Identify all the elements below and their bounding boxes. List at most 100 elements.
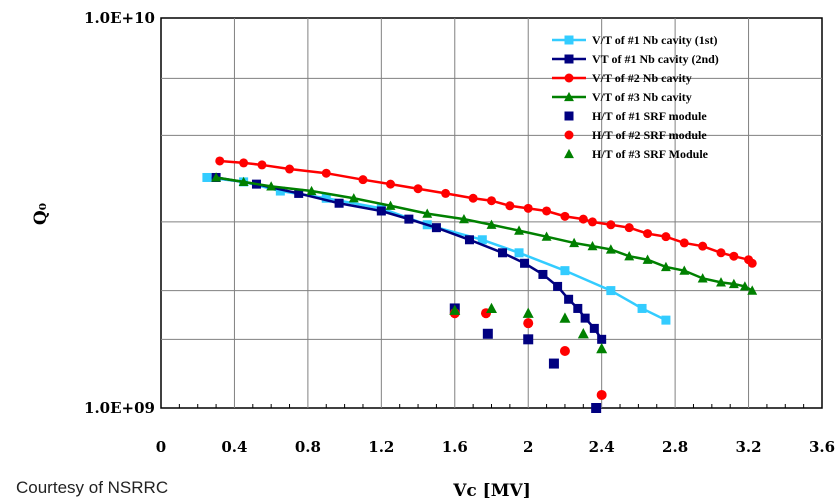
x-tick-label: 3.2 xyxy=(736,438,762,456)
data-point-square xyxy=(376,206,386,216)
data-point-circle xyxy=(523,203,533,213)
data-point-circle xyxy=(321,168,331,178)
data-point-triangle xyxy=(596,342,608,354)
data-point-square xyxy=(637,303,647,313)
y-tick-label: 1.0E+09 xyxy=(84,399,155,417)
data-point-circle xyxy=(239,158,249,168)
legend-label: H/T of #3 SRF Module xyxy=(592,147,709,161)
x-tick-label: 2 xyxy=(523,438,533,456)
x-tick-label: 0.8 xyxy=(295,438,321,456)
series-4 xyxy=(211,172,758,295)
data-point-circle xyxy=(679,238,689,248)
data-point-triangle xyxy=(739,281,750,291)
data-point-square xyxy=(482,328,493,339)
data-point-circle xyxy=(559,346,570,357)
data-point-triangle xyxy=(564,148,574,159)
data-point-triangle xyxy=(564,91,574,102)
axes: 0 0.4 0.8 1.2 1.6 2 2.4 2.8 3.2 3.6 1.0E+09 1.0E+10 xyxy=(84,9,835,456)
x-tick-label: 0.4 xyxy=(221,438,247,456)
data-point-circle xyxy=(624,223,634,233)
data-point-square xyxy=(464,235,474,245)
data-point-triangle xyxy=(385,200,396,210)
data-point-circle xyxy=(560,211,570,221)
legend-item: V/T of #2 Nb cavity xyxy=(552,71,692,85)
gridlines xyxy=(161,18,822,408)
data-point-square xyxy=(661,315,671,325)
data-point-triangle xyxy=(747,285,758,295)
data-point-square xyxy=(477,235,487,245)
series-7 xyxy=(449,302,608,354)
data-point-square xyxy=(606,286,616,296)
data-point-circle xyxy=(413,184,423,194)
data-point-triangle xyxy=(577,328,589,339)
legend-item: VT of #1 Nb cavity (2nd) xyxy=(552,52,719,66)
data-point-circle xyxy=(747,258,757,268)
legend-label: VT of #1 Nb cavity (2nd) xyxy=(592,52,719,66)
data-point-square xyxy=(523,334,534,345)
data-point-circle xyxy=(285,164,295,174)
data-point-square xyxy=(564,35,574,45)
data-point-triangle xyxy=(449,304,461,315)
data-point-circle xyxy=(441,188,451,198)
data-point-circle xyxy=(643,229,653,239)
data-point-circle xyxy=(564,130,574,140)
data-point-square xyxy=(580,313,590,323)
legend-label: V/T of #2 Nb cavity xyxy=(592,71,692,85)
data-point-square xyxy=(404,214,414,224)
y-axis-title: Q₀ xyxy=(31,203,51,225)
legend-item: H/T of #1 SRF module xyxy=(564,109,707,123)
data-point-circle xyxy=(578,214,588,224)
x-tick-label: 1.6 xyxy=(442,438,468,456)
data-point-circle xyxy=(729,251,739,261)
legend-item: V/T of #1 Nb cavity (1st) xyxy=(552,33,717,47)
data-point-triangle xyxy=(348,193,359,203)
series-2 xyxy=(211,172,607,344)
data-point-triangle xyxy=(660,261,671,272)
legend-item: V/T of #3 Nb cavity xyxy=(552,90,692,104)
data-point-square xyxy=(321,193,331,203)
x-tick-label: 2.8 xyxy=(662,438,688,456)
data-point-circle xyxy=(587,217,597,227)
x-tick-label: 2.4 xyxy=(589,438,615,456)
data-point-triangle xyxy=(642,254,653,264)
data-point-square xyxy=(431,223,441,233)
data-point-circle xyxy=(386,179,396,189)
legend-label: H/T of #2 SRF module xyxy=(592,128,707,142)
data-point-square xyxy=(564,54,574,64)
data-point-circle xyxy=(215,156,225,166)
data-point-triangle xyxy=(728,278,739,289)
data-point-triangle xyxy=(486,219,497,229)
data-point-triangle xyxy=(559,312,571,323)
data-point-square xyxy=(498,248,508,258)
data-point-triangle xyxy=(422,208,433,218)
data-point-square xyxy=(275,186,285,196)
x-tick-label: 0 xyxy=(156,438,166,456)
data-point-triangle xyxy=(624,251,635,261)
data-point-triangle xyxy=(605,244,616,254)
data-point-square xyxy=(202,172,212,182)
data-point-circle xyxy=(358,175,368,185)
data-point-circle xyxy=(606,220,616,230)
credit-text: Courtesy of NSRRC xyxy=(16,478,169,497)
data-point-square xyxy=(564,294,574,304)
x-tick-label: 1.2 xyxy=(368,438,394,456)
data-point-triangle xyxy=(266,181,277,191)
series-layer xyxy=(202,156,758,413)
data-point-triangle xyxy=(306,185,317,196)
data-point-circle xyxy=(716,248,726,258)
x-axis-title: Vc [MV] xyxy=(452,481,531,501)
data-point-square xyxy=(591,403,602,413)
data-point-square xyxy=(597,334,607,344)
data-point-triangle xyxy=(238,176,249,187)
series-6 xyxy=(449,308,607,400)
data-point-circle xyxy=(698,241,708,251)
data-point-circle xyxy=(523,318,534,329)
data-point-square xyxy=(589,323,599,333)
data-point-square xyxy=(514,248,524,258)
data-point-triangle xyxy=(716,277,726,287)
data-point-square xyxy=(520,258,530,268)
data-point-circle xyxy=(487,196,496,206)
data-point-circle xyxy=(596,389,607,400)
plot-area xyxy=(160,17,823,409)
